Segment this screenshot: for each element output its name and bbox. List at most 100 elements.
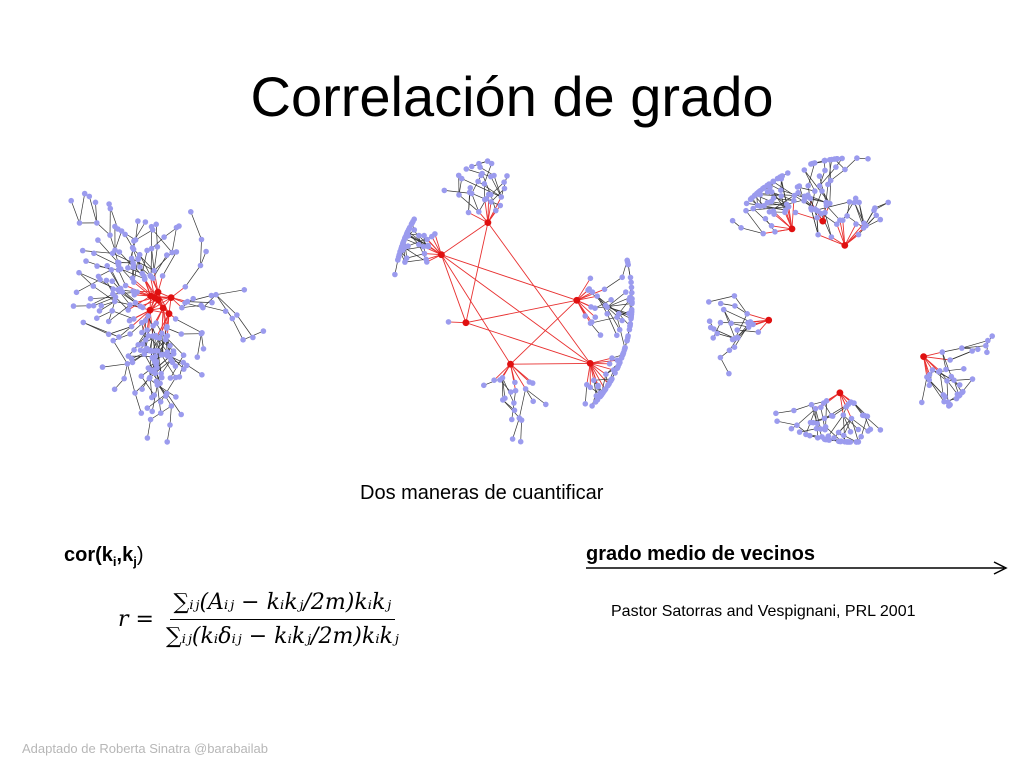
network-node	[469, 163, 475, 170]
network-node	[629, 300, 635, 307]
network-node	[969, 348, 975, 354]
network-edge	[484, 199, 489, 223]
network-node	[822, 167, 828, 174]
network-node	[844, 213, 850, 219]
network-edge	[590, 357, 613, 364]
network-node	[785, 203, 792, 210]
network-node	[445, 319, 452, 325]
network-node	[877, 427, 884, 433]
network-node	[788, 425, 795, 432]
network-node	[402, 234, 408, 241]
network-node	[153, 221, 159, 228]
network-edge	[607, 306, 630, 314]
network-node	[182, 284, 189, 290]
network-edge	[923, 356, 951, 361]
network-edge	[190, 211, 202, 240]
slide-title: Correlación de grado	[250, 65, 774, 128]
network-node	[738, 225, 744, 231]
network-node	[104, 263, 110, 269]
network-node	[926, 371, 933, 378]
network-node	[812, 188, 818, 194]
network-node	[587, 320, 594, 326]
network-node	[198, 330, 205, 337]
network-node	[714, 330, 720, 337]
network-edge	[166, 424, 171, 442]
network-node	[794, 184, 801, 190]
network-edge	[816, 201, 850, 211]
network-node	[132, 289, 139, 296]
network-node	[194, 354, 201, 360]
network-edge	[828, 414, 844, 437]
network-node	[488, 199, 494, 205]
network-node	[86, 193, 93, 200]
network-edge	[152, 229, 173, 253]
network-edge	[135, 221, 139, 240]
network-node	[592, 314, 599, 320]
network-node	[144, 435, 151, 441]
network-node	[163, 393, 169, 399]
network-edge	[830, 169, 846, 181]
network-edge	[171, 227, 177, 253]
network-edge	[773, 197, 794, 201]
network-edge	[604, 277, 623, 290]
network-node	[139, 329, 145, 336]
network-node	[585, 287, 591, 293]
network-node	[152, 348, 158, 354]
network-node	[821, 415, 828, 422]
network-edge	[149, 369, 153, 398]
network-edge	[185, 265, 201, 288]
network-edge	[803, 169, 816, 192]
network-node	[139, 386, 145, 392]
network-node	[808, 401, 815, 408]
network-node	[151, 267, 157, 274]
network-node	[629, 289, 635, 296]
network-node	[508, 389, 514, 395]
network-edge	[141, 250, 148, 274]
network-node	[517, 438, 524, 445]
network-node	[125, 307, 131, 313]
network-edge	[584, 384, 588, 404]
network-node	[116, 288, 123, 295]
network-node	[509, 416, 515, 423]
network-node	[130, 246, 137, 253]
network-edge	[941, 352, 947, 370]
network-node	[421, 250, 428, 257]
network-edge	[161, 333, 164, 355]
network-edge	[82, 250, 113, 254]
network-node	[423, 256, 429, 263]
credit-footer: Adaptado de Roberta Sinatra @barabailab	[22, 741, 268, 756]
network-node	[846, 199, 853, 205]
network-edge	[127, 363, 136, 393]
network-node	[543, 401, 549, 408]
network-edge	[112, 252, 134, 264]
network-node	[782, 209, 788, 216]
network-edge	[441, 254, 511, 365]
network-node	[842, 166, 848, 173]
network-node	[606, 361, 613, 367]
network-node	[877, 216, 884, 223]
network-node	[837, 217, 843, 223]
network-edge	[839, 392, 844, 416]
network-neutral	[392, 158, 635, 445]
network-node	[818, 404, 824, 411]
network-node	[90, 283, 97, 289]
network-edge	[815, 210, 819, 235]
network-node	[612, 370, 618, 376]
network-node	[112, 223, 118, 230]
network-node	[852, 195, 859, 202]
network-edge	[441, 222, 489, 256]
network-node	[139, 319, 145, 326]
network-node	[929, 367, 936, 373]
network-node	[131, 279, 137, 285]
network-node	[416, 241, 422, 248]
network-node	[732, 303, 738, 309]
network-hub-node	[586, 360, 594, 367]
network-edge	[596, 296, 608, 314]
network-node	[529, 380, 536, 386]
network-edge	[95, 202, 98, 223]
network-node	[621, 347, 628, 353]
network-edge	[590, 362, 614, 371]
network-node	[122, 231, 128, 238]
network-node	[416, 232, 422, 239]
network-edge	[112, 310, 134, 320]
